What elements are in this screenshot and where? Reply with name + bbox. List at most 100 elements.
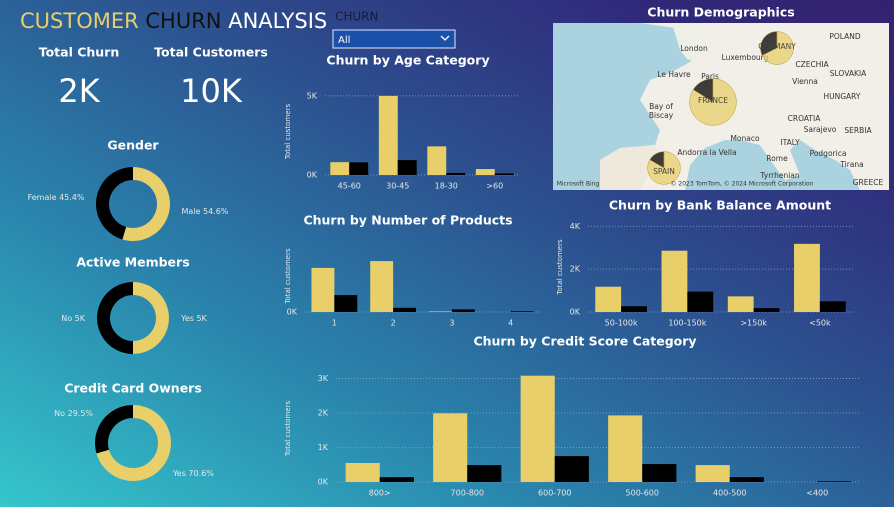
dropdown-chevron[interactable]: [440, 35, 450, 41]
kpi-value: 10K: [180, 72, 243, 110]
slice-category: Yes: [180, 314, 194, 323]
bar: [378, 95, 398, 175]
slice-value: 5K: [196, 314, 207, 323]
map-label: Podgorica: [810, 149, 847, 158]
map-country: FRANCE: [698, 96, 728, 105]
x-tick-label: <50k: [809, 319, 831, 328]
kpi-value: 2K: [58, 72, 100, 110]
slicer-dropdown[interactable]: All: [332, 29, 456, 49]
slice-value: 70.6%: [188, 469, 214, 478]
donut-slice: [95, 405, 133, 454]
chart-title: Churn by Bank Balance Amount: [609, 198, 831, 213]
slice-category: Female: [28, 192, 57, 201]
x-tick-label: 700-800: [451, 489, 484, 498]
x-tick-label: 4: [508, 319, 513, 328]
map-label: GREECE: [853, 178, 884, 187]
y-tick-label: 2K: [570, 265, 581, 274]
bar: [817, 481, 852, 482]
bar: [608, 415, 643, 482]
title-part: CUSTOMER: [20, 9, 139, 33]
x-tick-label: 800>: [369, 489, 391, 498]
donut-slice: [133, 282, 169, 354]
x-tick-label: 50-100k: [605, 319, 638, 328]
map-label: Tirana: [839, 160, 863, 169]
slice-label: No 5K: [61, 314, 86, 323]
y-axis-title: Total customers: [556, 239, 564, 296]
map-credit: © 2023 TomTom, © 2024 Microsoft Corporat…: [671, 181, 814, 188]
bar: [379, 477, 414, 482]
slicer-value[interactable]: All: [338, 35, 350, 46]
x-tick-label: 400-500: [713, 489, 746, 498]
map-label: Luxembourg: [722, 53, 769, 62]
bar: [446, 172, 466, 175]
map-label: Tyrrhenian: [759, 171, 800, 180]
map-label: CZECHIA: [795, 60, 829, 69]
bar: [621, 306, 647, 312]
x-tick-label: >60: [486, 182, 503, 191]
map-label: Andorra la Vella: [677, 148, 736, 157]
map-pie-slice: [689, 78, 737, 126]
bar: [753, 308, 780, 312]
bar: [334, 295, 358, 312]
slice-label: Yes 5K: [180, 314, 208, 323]
bar: [467, 465, 502, 482]
slicer-label: CHURN: [335, 10, 379, 24]
map-label: Monaco: [730, 134, 760, 143]
x-tick-label: 500-600: [626, 489, 659, 498]
slice-category: Male: [181, 207, 200, 216]
slice-label: Female 45.4%: [28, 192, 85, 201]
map-pie-slice: [761, 31, 794, 65]
map-pie-slice: [760, 31, 778, 56]
y-tick-label: 3K: [318, 374, 329, 383]
slice-label: Yes 70.6%: [172, 469, 214, 478]
chart-title: Credit Card Owners: [64, 381, 202, 396]
bar: [661, 250, 688, 312]
kpi-label: Total Churn: [39, 45, 120, 60]
bar: [370, 261, 394, 312]
bar: [695, 465, 730, 482]
y-tick-label: 4K: [570, 222, 581, 231]
y-tick-label: 0K: [287, 308, 298, 317]
title-part: CHURN: [145, 9, 221, 33]
map-label: London: [680, 44, 708, 53]
y-axis-title: Total customers: [284, 248, 292, 305]
bar: [494, 173, 514, 175]
dropdown-box[interactable]: [332, 29, 456, 49]
map-land: [600, 145, 662, 190]
bar: [451, 309, 475, 312]
bar: [554, 456, 589, 482]
map-label: Le Havre: [657, 70, 691, 79]
donut-slice: [122, 167, 170, 241]
page-title: CUSTOMER CHURN ANALYSIS: [20, 9, 327, 33]
y-axis-title: Total customers: [284, 104, 292, 161]
y-tick-label: 1K: [318, 443, 329, 452]
chart-title: Churn by Number of Products: [303, 213, 512, 228]
slice-category: No: [54, 408, 65, 417]
bar: [729, 477, 764, 482]
chart-title: Gender: [107, 138, 159, 153]
map-credit: Microsoft Bing: [557, 181, 600, 188]
donut-slice: [96, 167, 133, 240]
map-label: Sarajevo: [804, 125, 837, 134]
x-tick-label: 2: [391, 319, 396, 328]
bar: [397, 160, 417, 175]
bar: [510, 311, 534, 312]
x-tick-label: 100-150k: [668, 319, 706, 328]
y-tick-label: 0K: [318, 478, 329, 487]
x-tick-label: 18-30: [435, 182, 458, 191]
x-tick-label: 600-700: [538, 489, 571, 498]
map-land: [672, 23, 702, 60]
map-label: SERBIA: [844, 126, 872, 135]
bar: [330, 162, 350, 175]
bar: [428, 311, 452, 312]
map-label: Bay of: [649, 102, 673, 111]
map-pie-slice: [647, 151, 681, 185]
bar: [311, 267, 335, 312]
chart-title: Active Members: [76, 255, 189, 270]
donut-slice: [97, 282, 133, 354]
bar: [595, 286, 622, 312]
slice-category: No: [61, 314, 72, 323]
x-tick-label: 1: [332, 319, 337, 328]
donut-slice: [96, 405, 172, 481]
